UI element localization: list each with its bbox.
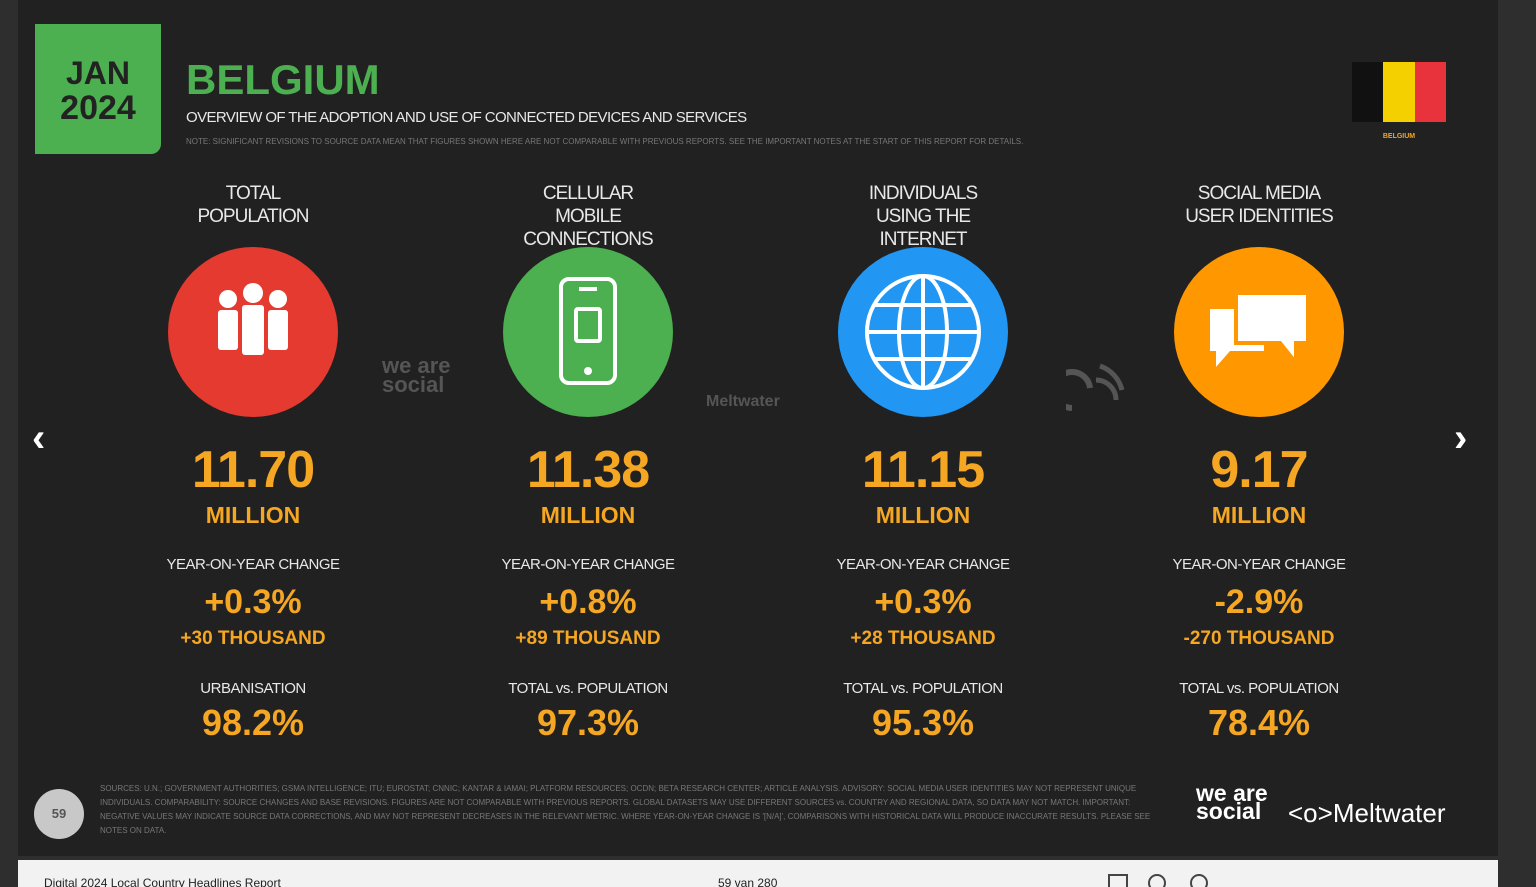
stat-label: TOTAL POPULATION bbox=[197, 183, 309, 227]
sub-value: 97.3% bbox=[536, 702, 640, 743]
page-info: 59 van 280 bbox=[718, 876, 778, 887]
flag-label: BELGIUM bbox=[1382, 133, 1416, 140]
stat-column: INDIVIDUALS USING THE INTERNET 11.15 MILLI… bbox=[773, 180, 1073, 743]
change-percent: +0.3% bbox=[874, 583, 972, 621]
stat-column: CELLULAR MOBILE CONNECTIONS 11.38 MILLION Y… bbox=[438, 180, 738, 743]
toolbar-button[interactable] bbox=[1148, 874, 1166, 887]
change-absolute: +28 THOUSAND bbox=[850, 628, 996, 649]
change-label: YEAR-ON-YEAR CHANGE bbox=[166, 556, 340, 573]
stat-label: SOCIAL MEDIA USER IDENTITIES bbox=[1185, 183, 1334, 227]
stat-label: INDIVIDUALS USING THE INTERNET bbox=[868, 183, 978, 250]
sub-label: TOTAL vs. POPULATION bbox=[508, 680, 668, 697]
sources: SOURCES: U.N.; GOVERNMENT AUTHORITIES; G… bbox=[100, 784, 1151, 835]
note: NOTE: SIGNIFICANT REVISIONS TO SOURCE DA… bbox=[186, 137, 1024, 146]
stat-unit: MILLION bbox=[205, 502, 301, 528]
stat-icon bbox=[838, 247, 1008, 417]
watermark-brand: we are social bbox=[382, 353, 451, 397]
brand-meltwater: <o>Meltwater bbox=[1288, 798, 1446, 829]
change-absolute: -270 THOUSAND bbox=[1183, 628, 1335, 649]
brand-we-are-social: we are social bbox=[1196, 780, 1268, 824]
stat-value: 11.70 bbox=[191, 441, 315, 499]
stat-icon bbox=[503, 247, 673, 417]
flag-black bbox=[1352, 62, 1383, 122]
title: BELGIUM bbox=[186, 56, 380, 103]
stat-value: 11.15 bbox=[861, 441, 985, 499]
stat-label: CELLULAR MOBILE CONNECTIONS bbox=[523, 183, 653, 250]
stat-column: TOTAL POPULATION 11.70 MILLION YEAR-ON-YEAR… bbox=[103, 180, 403, 743]
stat-value: 11.38 bbox=[526, 441, 650, 499]
stat-icon bbox=[168, 247, 338, 417]
sub-label: TOTAL vs. POPULATION bbox=[1179, 680, 1339, 697]
stat-unit: MILLION bbox=[1211, 502, 1307, 528]
change-absolute: +30 THOUSAND bbox=[180, 628, 326, 649]
change-absolute: +89 THOUSAND bbox=[515, 628, 661, 649]
stat-value: 9.17 bbox=[1210, 441, 1308, 499]
toolbar-button[interactable] bbox=[1190, 874, 1208, 887]
stat-column: SOCIAL MEDIA USER IDENTITIES 9.17 MILLION Y… bbox=[1109, 180, 1409, 743]
slide bbox=[18, 0, 1498, 856]
change-label: YEAR-ON-YEAR CHANGE bbox=[501, 556, 675, 573]
document-name: Digital 2024 Local Country Headlines Rep… bbox=[44, 876, 281, 887]
sub-label: TOTAL vs. POPULATION bbox=[843, 680, 1003, 697]
meltwater-logo: <o> bbox=[1288, 798, 1333, 828]
change-percent: +0.3% bbox=[204, 583, 302, 621]
viewer-toolbar: Digital 2024 Local Country Headlines Rep… bbox=[18, 860, 1498, 887]
next-button[interactable]: › bbox=[1454, 416, 1468, 460]
change-label: YEAR-ON-YEAR CHANGE bbox=[836, 556, 1010, 573]
flag-yellow bbox=[1383, 62, 1415, 122]
watermark-icon bbox=[1066, 363, 1125, 411]
watermark-brand: Meltwater bbox=[706, 393, 780, 410]
sub-value: 78.4% bbox=[1207, 702, 1311, 743]
date-badge: JAN 2024 bbox=[35, 24, 161, 154]
sub-value: 98.2% bbox=[201, 702, 305, 743]
subtitle: OVERVIEW OF THE ADOPTION AND USE OF CONN… bbox=[186, 109, 747, 126]
stat-unit: MILLION bbox=[540, 502, 636, 528]
stat-unit: MILLION bbox=[875, 502, 971, 528]
badge-year: 2024 bbox=[60, 89, 136, 127]
sub-label: URBANISATION bbox=[200, 680, 306, 697]
meltwater-text: Meltwater bbox=[1332, 798, 1446, 828]
badge-month: JAN bbox=[65, 55, 130, 91]
change-label: YEAR-ON-YEAR CHANGE bbox=[1172, 556, 1346, 573]
change-percent: -2.9% bbox=[1214, 583, 1304, 621]
page-number: 59 bbox=[34, 789, 84, 839]
prev-button[interactable]: ‹ bbox=[32, 416, 46, 460]
change-percent: +0.8% bbox=[539, 583, 637, 621]
flag bbox=[1352, 62, 1446, 122]
flag-red bbox=[1415, 62, 1446, 122]
stat-icon bbox=[1174, 247, 1344, 417]
toolbar-button[interactable] bbox=[1108, 874, 1128, 887]
sub-value: 95.3% bbox=[871, 702, 975, 743]
